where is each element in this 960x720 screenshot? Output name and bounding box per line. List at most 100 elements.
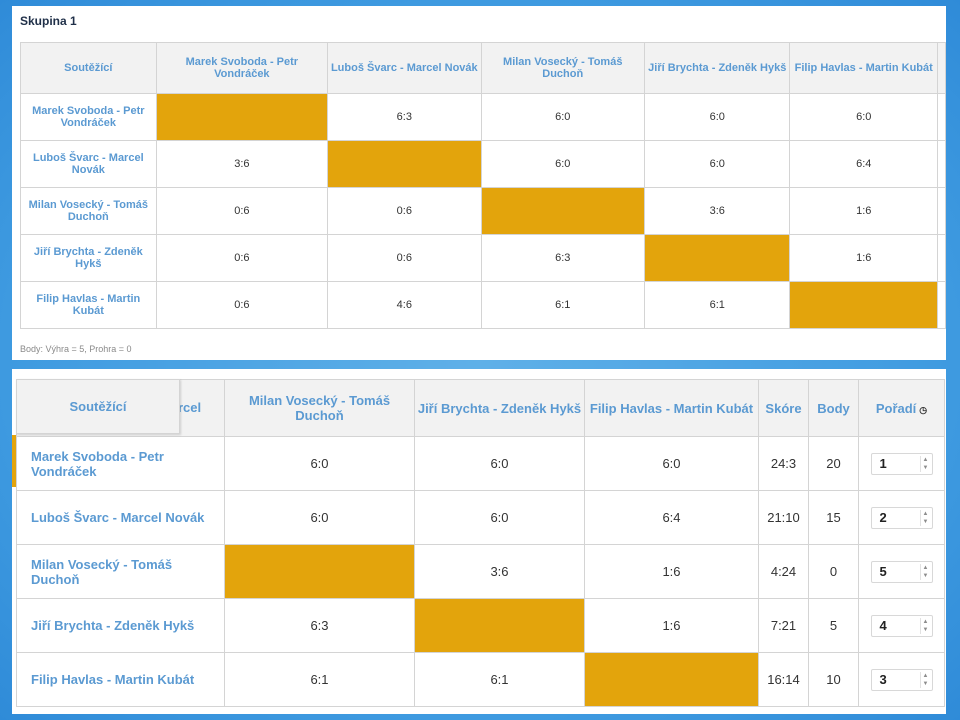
match-score: 6:0 — [480, 140, 645, 188]
rank-stepper[interactable]: 5 ▲ ▼ — [870, 560, 933, 583]
score-header: Skóre — [758, 379, 809, 437]
match-score: 6:4 — [789, 140, 938, 188]
team-column-header: Milan Vosecký - Tomáš Duchoň — [224, 379, 415, 437]
spinner-arrows-icon[interactable]: ▲ ▼ — [919, 617, 929, 634]
match-score: 6:1 — [643, 281, 791, 329]
self-match-cell — [224, 544, 415, 599]
match-score: 6:4 — [584, 490, 759, 545]
rank-stepper[interactable]: 3 ▲ ▼ — [870, 668, 933, 691]
match-score: 6:3 — [224, 598, 415, 653]
match-score: 6:0 — [789, 93, 938, 141]
total-score: 7:21 — [758, 598, 809, 653]
match-score: 6:0 — [414, 490, 585, 545]
rank-value: 1 — [879, 456, 887, 471]
rank-value: 2 — [879, 510, 887, 525]
total-score: 4:24 — [758, 544, 809, 599]
self-match-cell — [643, 234, 791, 282]
self-match-cell — [327, 140, 482, 188]
team-row-header: Luboš Švarc - Marcel Novák — [20, 140, 157, 188]
total-points: 20 — [808, 436, 859, 491]
team-row-header: Luboš Švarc - Marcel Novák — [16, 490, 225, 545]
team-row-header: Milan Vosecký - Tomáš Duchoň — [20, 187, 157, 235]
rank-stepper[interactable]: 2 ▲ ▼ — [870, 506, 933, 529]
clipped-cell — [936, 234, 946, 282]
competitor-header: Soutěžící — [20, 42, 157, 94]
table-row: Luboš Švarc - Marcel Novák 3:6 6:0 6:0 6… — [20, 140, 946, 188]
team-column-header: Milan Vosecký - Tomáš Duchoň — [480, 42, 645, 94]
group-title: Skupina 1 — [20, 14, 77, 28]
match-score: 6:3 — [327, 93, 482, 141]
results-table-top: Soutěžící Marek Svoboda - Petr Vondráček… — [20, 42, 946, 329]
team-row-header: Jiří Brychta - Zdeněk Hykš — [20, 234, 157, 282]
spinner-arrows-icon[interactable]: ▲ ▼ — [919, 563, 929, 580]
rank-cell: 3 ▲ ▼ — [858, 652, 945, 707]
team-row-header: Milan Vosecký - Tomáš Duchoň — [16, 544, 225, 599]
clipped-cell — [936, 187, 946, 235]
self-match-cell — [155, 93, 329, 141]
match-score: 6:3 — [480, 234, 645, 282]
team-row-header: Marek Svoboda - Petr Vondráček — [16, 436, 225, 491]
table-row: Filip Havlas - Martin Kubát 6:1 6:1 16:1… — [16, 652, 945, 707]
spinner-arrows-icon[interactable]: ▲ ▼ — [919, 455, 929, 472]
clipped-cell — [936, 93, 946, 141]
table-row: Marek Svoboda - Petr Vondráček 6:3 6:0 6… — [20, 93, 946, 141]
clock-sort-icon[interactable]: ◷ — [919, 404, 928, 415]
self-match-cell — [584, 652, 759, 707]
team-column-header: Jiří Brychta - Zdeněk Hykš — [643, 42, 791, 94]
match-score: 0:6 — [155, 281, 329, 329]
table-row: Marek Svoboda - Petr Vondráček 6:0 6:0 6… — [16, 436, 945, 491]
match-score: 6:0 — [224, 436, 415, 491]
table-row: Milan Vosecký - Tomáš Duchoň 3:6 1:6 4:2… — [16, 544, 945, 599]
match-score: 6:0 — [643, 140, 791, 188]
group-table-panel-top: Skupina 1 Soutěžící Marek Svoboda - Petr… — [12, 6, 946, 360]
match-score: 0:6 — [327, 187, 482, 235]
team-row-header: Filip Havlas - Martin Kubát — [20, 281, 157, 329]
self-match-cell — [480, 187, 645, 235]
match-score: 0:6 — [327, 234, 482, 282]
match-score: 1:6 — [584, 598, 759, 653]
table-row: Filip Havlas - Martin Kubát 0:6 4:6 6:1 … — [20, 281, 946, 329]
rank-stepper[interactable]: 4 ▲ ▼ — [870, 614, 933, 637]
match-score: 3:6 — [414, 544, 585, 599]
total-score: 16:14 — [758, 652, 809, 707]
spinner-arrows-icon[interactable]: ▲ ▼ — [919, 509, 929, 526]
rank-cell: 4 ▲ ▼ — [858, 598, 945, 653]
rank-value: 5 — [879, 564, 887, 579]
total-points: 5 — [808, 598, 859, 653]
match-score: 3:6 — [155, 140, 329, 188]
team-column-header: Filip Havlas - Martin Kubát — [584, 379, 759, 437]
rank-header[interactable]: Pořadí ◷ — [858, 379, 945, 437]
match-score: 0:6 — [155, 234, 329, 282]
team-row-header: Filip Havlas - Martin Kubát — [16, 652, 225, 707]
clipped-column-header — [936, 42, 946, 94]
match-score: 1:6 — [584, 544, 759, 599]
match-score: 6:1 — [480, 281, 645, 329]
match-score: 3:6 — [643, 187, 791, 235]
group-table-panel-bottom[interactable]: Milan Vosecký - Tomáš Duchoň Jiří Brycht… — [12, 369, 946, 714]
rank-cell: 1 ▲ ▼ — [858, 436, 945, 491]
total-points: 15 — [808, 490, 859, 545]
team-row-header: Marek Svoboda - Petr Vondráček — [20, 93, 157, 141]
match-score: 6:0 — [643, 93, 791, 141]
team-column-header: Marek Svoboda - Petr Vondráček — [155, 42, 329, 94]
match-score: 0:6 — [155, 187, 329, 235]
rank-stepper[interactable]: 1 ▲ ▼ — [870, 452, 933, 475]
match-score: 6:0 — [224, 490, 415, 545]
clipped-column-header-fragment: rcel — [178, 399, 202, 415]
table-row: Luboš Švarc - Marcel Novák 6:0 6:0 6:4 2… — [16, 490, 945, 545]
clipped-cell — [936, 140, 946, 188]
team-row-header: Jiří Brychta - Zdeněk Hykš — [16, 598, 225, 653]
team-column-header: Filip Havlas - Martin Kubát — [789, 42, 938, 94]
rank-cell: 2 ▲ ▼ — [858, 490, 945, 545]
table-row: Milan Vosecký - Tomáš Duchoň 0:6 0:6 3:6… — [20, 187, 946, 235]
team-column-header: Luboš Švarc - Marcel Novák — [327, 42, 482, 94]
match-score: 6:1 — [414, 652, 585, 707]
points-note: Body: Výhra = 5, Prohra = 0 — [20, 344, 132, 354]
points-header: Body — [808, 379, 859, 437]
match-score: 6:0 — [584, 436, 759, 491]
spinner-arrows-icon[interactable]: ▲ ▼ — [919, 671, 929, 688]
total-points: 10 — [808, 652, 859, 707]
rank-value: 4 — [879, 618, 887, 633]
table-row: Jiří Brychta - Zdeněk Hykš 0:6 0:6 6:3 1… — [20, 234, 946, 282]
match-score: 6:1 — [224, 652, 415, 707]
